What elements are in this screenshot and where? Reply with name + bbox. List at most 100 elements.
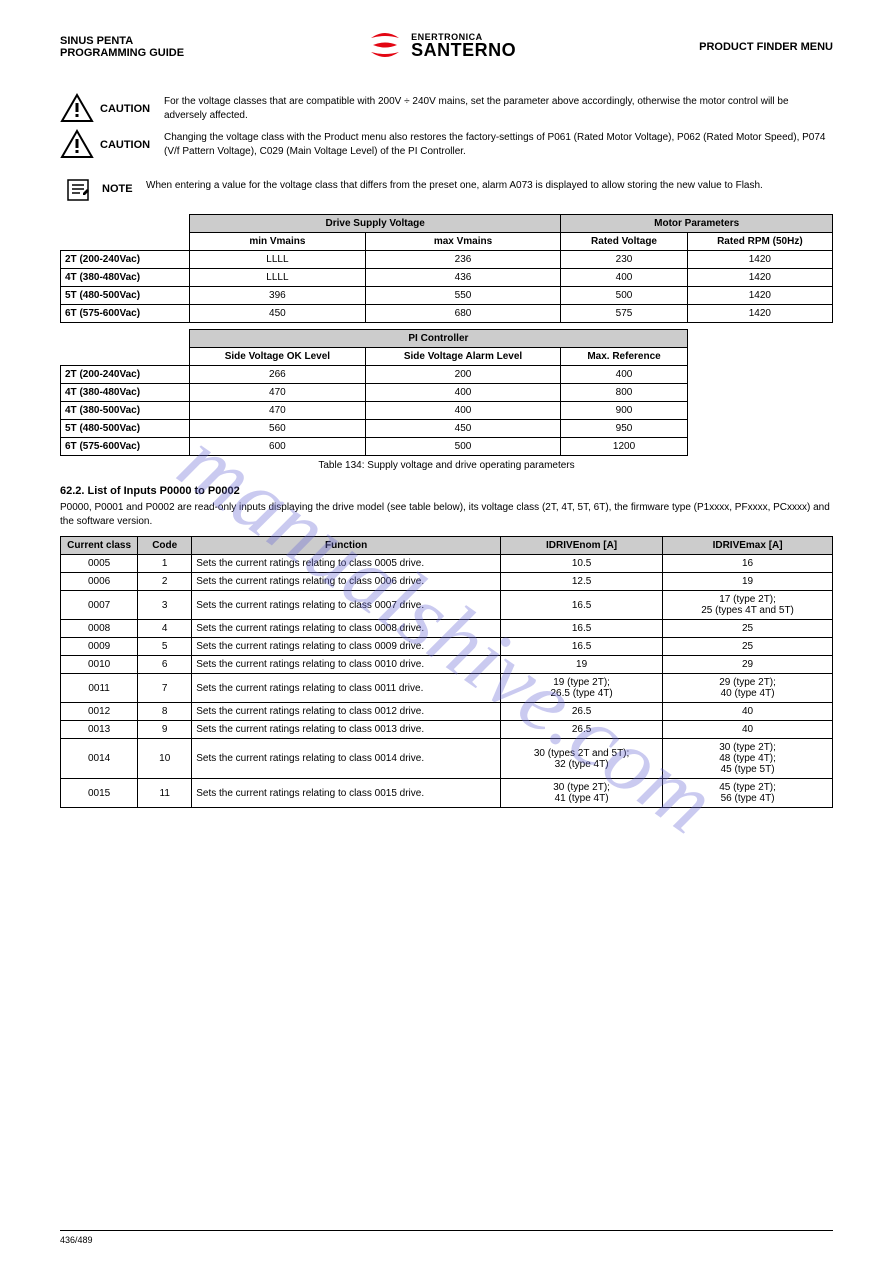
doc-title-line1: SINUS PENTA xyxy=(60,35,184,47)
table-header: Code xyxy=(138,537,192,555)
cell: 450 xyxy=(190,305,366,323)
cell: 236 xyxy=(365,251,561,269)
row-label: 4T (380-500Vac) xyxy=(61,402,190,420)
cell: 25 xyxy=(663,620,833,638)
cell: 400 xyxy=(365,384,561,402)
cell: 0009 xyxy=(61,638,138,656)
cell: 396 xyxy=(190,287,366,305)
cell: Sets the current ratings relating to cla… xyxy=(192,591,501,620)
cell: 900 xyxy=(561,402,687,420)
table-row: 0011 7 Sets the current ratings relating… xyxy=(61,674,833,703)
table-row: 6T (575-600Vac) 600 500 1200 xyxy=(61,438,833,456)
cell: 1 xyxy=(138,555,192,573)
cell: Sets the current ratings relating to cla… xyxy=(192,638,501,656)
table-row: 0014 10 Sets the current ratings relatin… xyxy=(61,739,833,779)
cell: 4 xyxy=(138,620,192,638)
cell: 30 (type 2T); 41 (type 4T) xyxy=(501,779,663,808)
page-footer: 436/489 xyxy=(60,1230,833,1245)
cell: 0007 xyxy=(61,591,138,620)
cell: 0006 xyxy=(61,573,138,591)
table-caption: Table 134: Supply voltage and drive oper… xyxy=(60,460,833,471)
cell: 10.5 xyxy=(501,555,663,573)
cell: 0008 xyxy=(61,620,138,638)
table-row: 0010 6 Sets the current ratings relating… xyxy=(61,656,833,674)
cell: 40 xyxy=(663,721,833,739)
cell: 400 xyxy=(561,269,687,287)
section-heading: 62.2. List of Inputs P0000 to P0002 xyxy=(60,485,833,497)
table-row: 0008 4 Sets the current ratings relating… xyxy=(61,620,833,638)
caution-label: CAUTION xyxy=(94,93,164,115)
cell: Sets the current ratings relating to cla… xyxy=(192,656,501,674)
cell: 19 (type 2T); 26.5 (type 4T) xyxy=(501,674,663,703)
row-label: 2T (200-240Vac) xyxy=(61,366,190,384)
row-label: 4T (380-480Vac) xyxy=(61,384,190,402)
table-row: 2T (200-240Vac) LLLL 236 230 1420 xyxy=(61,251,833,269)
caution-block-1: CAUTION For the voltage classes that are… xyxy=(60,93,833,123)
warning-icon xyxy=(60,129,94,159)
cell: 436 xyxy=(365,269,561,287)
cell: 19 xyxy=(663,573,833,591)
table-subheader: Side Voltage Alarm Level xyxy=(365,348,561,366)
table-row: 5T (480-500Vac) 560 450 950 xyxy=(61,420,833,438)
cell: 5 xyxy=(138,638,192,656)
cell: 0014 xyxy=(61,739,138,779)
cell: 12.5 xyxy=(501,573,663,591)
note-icon xyxy=(60,177,96,206)
table-row: 0006 2 Sets the current ratings relating… xyxy=(61,573,833,591)
cell: 1200 xyxy=(561,438,687,456)
table-row: 0012 8 Sets the current ratings relating… xyxy=(61,703,833,721)
table-row: 4T (380-480Vac) 470 400 800 xyxy=(61,384,833,402)
cell: 1420 xyxy=(687,251,832,269)
cell: 0005 xyxy=(61,555,138,573)
cell: 6 xyxy=(138,656,192,674)
row-label: 5T (480-500Vac) xyxy=(61,420,190,438)
cell: 470 xyxy=(190,384,366,402)
cell: LLLL xyxy=(190,269,366,287)
cell: Sets the current ratings relating to cla… xyxy=(192,721,501,739)
table-subheader: Side Voltage OK Level xyxy=(190,348,366,366)
cell: 500 xyxy=(561,287,687,305)
cell: 550 xyxy=(365,287,561,305)
cell: 1420 xyxy=(687,269,832,287)
row-label: 6T (575-600Vac) xyxy=(61,438,190,456)
cell: 0012 xyxy=(61,703,138,721)
warning-icon xyxy=(60,93,94,123)
cell: 17 (type 2T); 25 (types 4T and 5T) xyxy=(663,591,833,620)
table-row: 0009 5 Sets the current ratings relating… xyxy=(61,638,833,656)
voltage-params-table: Drive Supply Voltage Motor Parameters mi… xyxy=(60,214,833,456)
cell: 266 xyxy=(190,366,366,384)
table-row: 4T (380-500Vac) 470 400 900 xyxy=(61,402,833,420)
cell: 575 xyxy=(561,305,687,323)
cell: 0011 xyxy=(61,674,138,703)
table-subheader: Rated RPM (50Hz) xyxy=(687,233,832,251)
note-label: NOTE xyxy=(96,177,146,206)
row-label: 4T (380-480Vac) xyxy=(61,269,190,287)
table-header: Drive Supply Voltage xyxy=(190,215,561,233)
logo-text-bottom: SANTERNO xyxy=(411,42,516,58)
cell: 3 xyxy=(138,591,192,620)
table-row: 2T (200-240Vac) 266 200 400 xyxy=(61,366,833,384)
table-header: PI Controller xyxy=(190,330,688,348)
cell: 0010 xyxy=(61,656,138,674)
row-label: 6T (575-600Vac) xyxy=(61,305,190,323)
page-header: SINUS PENTA PROGRAMMING GUIDE ENERTRONIC… xyxy=(60,30,833,63)
note-text: When entering a value for the voltage cl… xyxy=(146,177,833,206)
table-header: Function xyxy=(192,537,501,555)
cell: 680 xyxy=(365,305,561,323)
table-subheader: max Vmains xyxy=(365,233,561,251)
cell: 26.5 xyxy=(501,721,663,739)
cell: 0015 xyxy=(61,779,138,808)
cell: 29 (type 2T); 40 (type 4T) xyxy=(663,674,833,703)
cell: 8 xyxy=(138,703,192,721)
cell: 30 (types 2T and 5T); 32 (type 4T) xyxy=(501,739,663,779)
row-label: 5T (480-500Vac) xyxy=(61,287,190,305)
cell: 16.5 xyxy=(501,620,663,638)
cell: 26.5 xyxy=(501,703,663,721)
cell: LLLL xyxy=(190,251,366,269)
cell: 11 xyxy=(138,779,192,808)
cell: 40 xyxy=(663,703,833,721)
caution-block-2: CAUTION Changing the voltage class with … xyxy=(60,129,833,159)
cell: 800 xyxy=(561,384,687,402)
note-block: NOTE When entering a value for the volta… xyxy=(60,177,833,206)
cell: 200 xyxy=(365,366,561,384)
